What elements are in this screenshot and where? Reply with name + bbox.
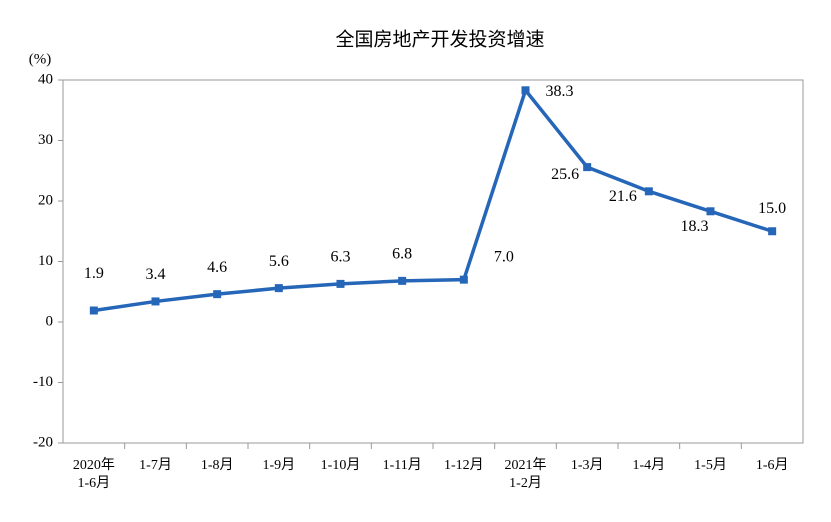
x-tick-label: 1-6月 — [755, 458, 789, 473]
data-label: 38.3 — [546, 83, 574, 100]
x-tick-label: 2020年 1-6月 — [72, 458, 115, 491]
x-tick-label: 1-8月 — [200, 458, 234, 473]
marker — [336, 279, 345, 288]
data-label: 15.0 — [758, 200, 786, 217]
chart-title: 全国房地产开发投资增速 — [335, 29, 544, 51]
marker — [274, 284, 283, 293]
x-tick-label: 1-9月 — [262, 458, 296, 473]
x-tick-label: 2021年 1-2月 — [504, 458, 547, 491]
x-tick-label: 1-7月 — [139, 458, 172, 473]
data-label: 21.6 — [609, 188, 637, 205]
marker — [213, 290, 222, 299]
x-tick-label: 1-12月 — [443, 458, 484, 473]
y-tick-label: -10 — [33, 374, 53, 390]
y-tick-label: 40 — [38, 71, 53, 87]
y-unit-label: (%) — [29, 51, 52, 67]
data-label: 4.6 — [207, 259, 227, 276]
data-label: 25.6 — [551, 166, 579, 183]
line — [93, 86, 773, 313]
y-tick-label: -20 — [33, 434, 53, 450]
marker — [151, 297, 160, 306]
marker — [583, 163, 592, 172]
data-label: 6.8 — [392, 246, 412, 263]
data-label: 6.3 — [331, 249, 351, 266]
y-tick-label: 10 — [38, 253, 53, 269]
x-tick-label: 1-10月 — [320, 458, 361, 473]
data-label: 7.0 — [494, 248, 514, 265]
plot-frame — [62, 79, 804, 444]
marker — [398, 276, 407, 285]
y-tick-label: 30 — [38, 132, 53, 148]
y-tick-label: 20 — [38, 192, 53, 208]
data-label: 18.3 — [681, 218, 709, 235]
marker — [706, 207, 715, 216]
marker — [89, 306, 98, 315]
x-tick-label: 1-5月 — [694, 458, 727, 473]
data-label: 5.6 — [269, 253, 289, 270]
y-tick-label: 0 — [46, 313, 54, 329]
marker — [521, 86, 530, 95]
marker — [768, 227, 777, 236]
x-tick-label: 1-11月 — [382, 458, 422, 473]
data-label: 3.4 — [146, 266, 166, 283]
data-label: 1.9 — [84, 265, 104, 282]
x-tick-label: 1-4月 — [632, 458, 666, 473]
marker — [459, 275, 468, 284]
marker — [644, 187, 653, 196]
x-tick-label: 1-3月 — [570, 458, 604, 473]
